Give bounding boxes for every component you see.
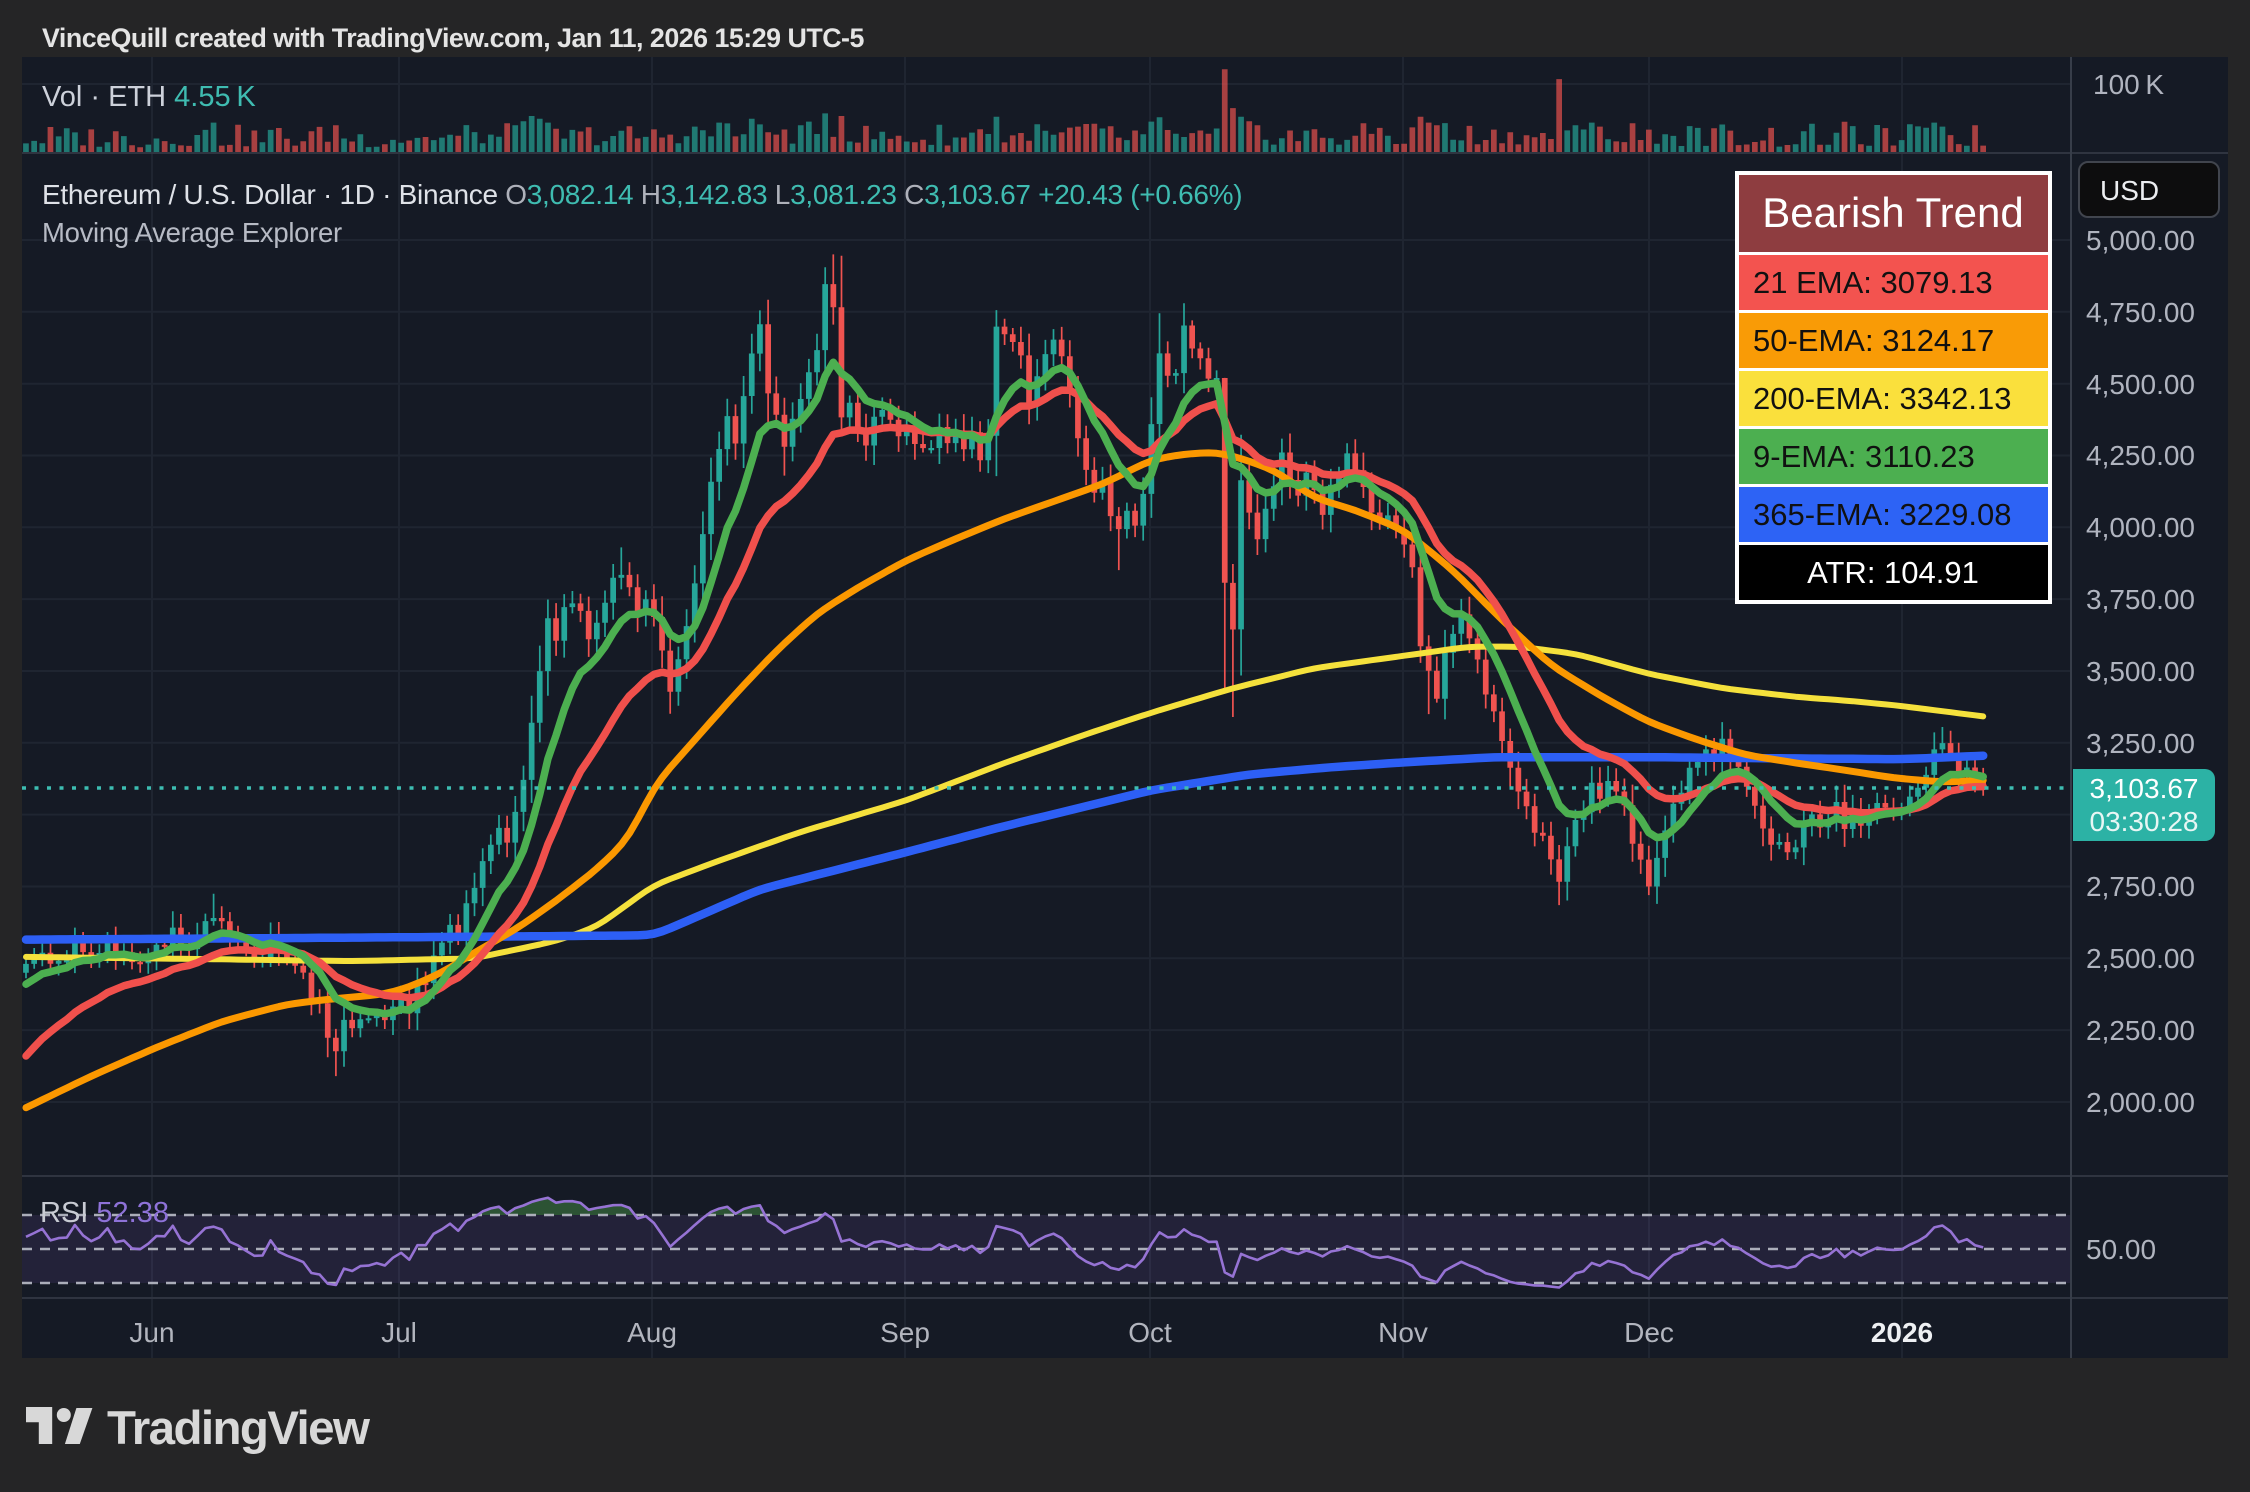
svg-text:3,500.00: 3,500.00 xyxy=(2086,656,2195,687)
svg-text:3,750.00: 3,750.00 xyxy=(2086,584,2195,615)
svg-text:Jul: Jul xyxy=(381,1317,417,1348)
svg-text:5,000.00: 5,000.00 xyxy=(2086,225,2195,256)
svg-text:2,500.00: 2,500.00 xyxy=(2086,943,2195,974)
svg-text:4,250.00: 4,250.00 xyxy=(2086,440,2195,471)
svg-text:TradingView: TradingView xyxy=(107,1402,371,1455)
svg-text:9-EMA: 3110.23: 9-EMA: 3110.23 xyxy=(1753,439,1975,474)
svg-text:Aug: Aug xyxy=(627,1317,677,1348)
svg-text:Jun: Jun xyxy=(129,1317,174,1348)
svg-text:21 EMA: 3079.13: 21 EMA: 3079.13 xyxy=(1753,265,1993,300)
svg-text:50-EMA: 3124.17: 50-EMA: 3124.17 xyxy=(1753,323,1994,358)
svg-text:2,750.00: 2,750.00 xyxy=(2086,871,2195,902)
svg-text:Dec: Dec xyxy=(1624,1317,1674,1348)
svg-text:2026: 2026 xyxy=(1871,1317,1933,1348)
svg-text:USD: USD xyxy=(2100,175,2159,206)
svg-text:4,000.00: 4,000.00 xyxy=(2086,512,2195,543)
svg-text:2,000.00: 2,000.00 xyxy=(2086,1087,2195,1118)
svg-text:3,103.67: 3,103.67 xyxy=(2090,773,2199,804)
svg-text:Bearish Trend: Bearish Trend xyxy=(1762,189,2023,236)
svg-text:4,500.00: 4,500.00 xyxy=(2086,369,2195,400)
svg-text:200-EMA: 3342.13: 200-EMA: 3342.13 xyxy=(1753,381,2012,416)
svg-text:4,750.00: 4,750.00 xyxy=(2086,297,2195,328)
svg-text:Vol · ETH 4.55 K: Vol · ETH 4.55 K xyxy=(42,81,256,113)
svg-text:365-EMA: 3229.08: 365-EMA: 3229.08 xyxy=(1753,497,2012,532)
svg-text:100 K: 100 K xyxy=(2093,69,2164,100)
svg-text:ATR: 104.91: ATR: 104.91 xyxy=(1807,555,1979,590)
svg-text:Nov: Nov xyxy=(1378,1317,1428,1348)
svg-text:VinceQuill created with Tradin: VinceQuill created with TradingView.com,… xyxy=(42,23,864,53)
svg-text:Oct: Oct xyxy=(1128,1317,1172,1348)
svg-text:50.00: 50.00 xyxy=(2086,1234,2156,1265)
svg-text:Sep: Sep xyxy=(880,1317,930,1348)
svg-text:03:30:28: 03:30:28 xyxy=(2090,806,2199,837)
svg-text:3,250.00: 3,250.00 xyxy=(2086,728,2195,759)
svg-text:2,250.00: 2,250.00 xyxy=(2086,1015,2195,1046)
svg-text:Moving Average Explorer: Moving Average Explorer xyxy=(42,217,342,248)
svg-text:RSI 52.38: RSI 52.38 xyxy=(40,1197,169,1229)
svg-text:Ethereum / U.S. Dollar · 1D ·: Ethereum / U.S. Dollar · 1D · Binance O3… xyxy=(42,179,1242,210)
